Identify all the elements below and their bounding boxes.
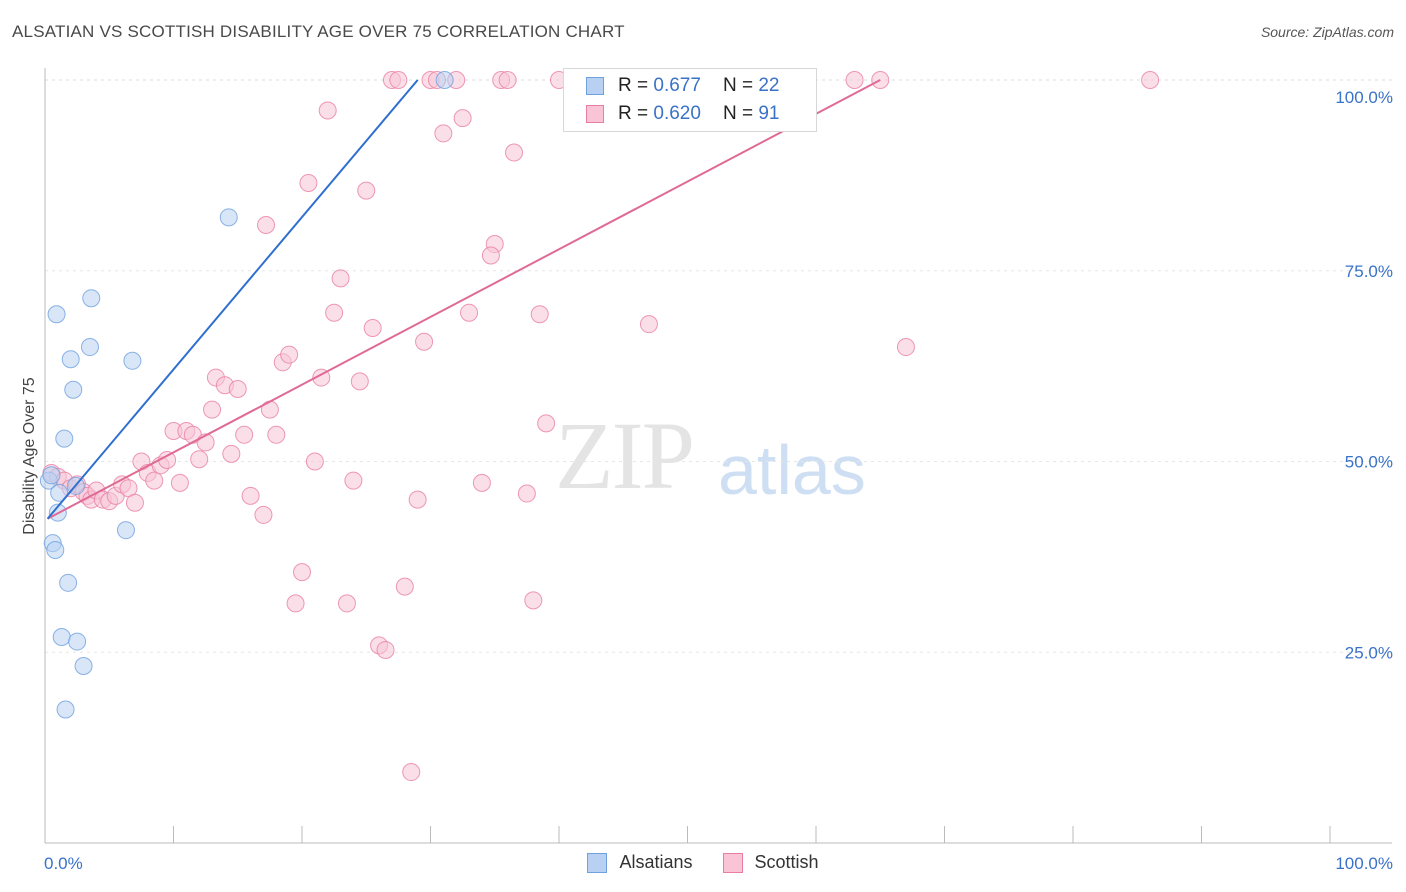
scottish-point	[280, 345, 299, 364]
scottish-swatch	[586, 105, 604, 123]
alsatians-swatch	[587, 852, 608, 873]
scottish-point	[125, 493, 144, 512]
alsatians-point	[74, 656, 93, 675]
series-legend: Alsatians Scottish	[0, 852, 1406, 873]
scottish-point	[896, 338, 915, 357]
scottish-point	[357, 181, 376, 200]
scottish-point	[337, 594, 356, 613]
r-label: R =	[618, 75, 649, 96]
scottish-point	[257, 215, 276, 234]
legend-row-scottish: R = 0.620 N = 91	[586, 102, 779, 126]
n-value: 91	[758, 103, 780, 124]
scottish-point	[286, 594, 305, 613]
alsatians-swatch	[586, 77, 604, 95]
scottish-point	[481, 246, 500, 265]
scottish-point	[190, 450, 209, 469]
watermark-zip: ZIP	[555, 402, 695, 509]
y-tick-label: 50.0%	[1345, 453, 1393, 472]
alsatians-point	[435, 71, 454, 89]
alsatians-point	[47, 305, 66, 324]
alsatians-point	[46, 541, 65, 560]
scottish-point	[344, 471, 363, 490]
legend-row-alsatians: R = 0.677 N = 22	[586, 74, 779, 98]
scottish-point	[408, 490, 427, 509]
scottish-point	[434, 124, 453, 143]
scottish-point	[254, 505, 273, 524]
legend-label: Scottish	[754, 852, 819, 872]
scottish-point	[222, 444, 241, 463]
scottish-point	[498, 71, 517, 89]
alsatians-point	[50, 483, 69, 502]
scottish-point	[170, 473, 189, 492]
scottish-point	[299, 174, 318, 193]
scottish-point	[325, 303, 344, 322]
scottish-point	[639, 315, 658, 334]
scottish-point	[350, 372, 369, 391]
alsatians-point	[219, 208, 238, 227]
alsatians-point	[80, 338, 99, 357]
alsatians-point	[61, 350, 80, 369]
alsatians-point	[42, 466, 61, 485]
scottish-point	[241, 486, 260, 505]
scottish-point	[530, 305, 549, 324]
alsatians-point	[82, 289, 101, 308]
scottish-point	[402, 763, 421, 782]
scottish-point	[517, 484, 536, 503]
scottish-point	[415, 332, 434, 351]
alsatians-trend-line	[46, 79, 419, 520]
alsatians-point	[123, 351, 142, 370]
scottish-point	[267, 425, 286, 444]
scottish-point	[331, 269, 350, 288]
scottish-point	[1141, 71, 1160, 89]
scottish-point	[845, 71, 864, 89]
scottish-point	[505, 143, 524, 162]
x-tick-label: 0.0%	[44, 854, 83, 873]
y-tick-label: 75.0%	[1345, 262, 1393, 281]
y-tick-label: 100.0%	[1335, 88, 1393, 107]
watermark-atlas: atlas	[718, 431, 866, 509]
scottish-point	[395, 577, 414, 596]
x-tick-label: 100.0%	[1335, 854, 1393, 873]
alsatians-point	[64, 380, 83, 399]
scottish-point	[318, 101, 337, 120]
y-tick-label: 25.0%	[1345, 643, 1393, 662]
scottish-point	[235, 425, 254, 444]
alsatians-point	[55, 429, 74, 448]
alsatians-point	[56, 700, 75, 719]
scottish-point	[228, 380, 247, 399]
scottish-point	[145, 471, 164, 490]
scottish-swatch	[722, 852, 743, 873]
source-label: Source: ZipAtlas.com	[1260, 24, 1394, 40]
legend-item-scottish[interactable]: Scottish	[722, 852, 819, 873]
alsatians-point	[59, 573, 78, 592]
n-label: N =	[722, 75, 754, 96]
scottish-trend-line	[47, 79, 881, 520]
r-label: R =	[618, 103, 649, 124]
n-value: 22	[758, 75, 780, 96]
alsatians-point	[68, 632, 87, 651]
scottish-point	[453, 109, 472, 128]
scottish-point	[524, 591, 543, 610]
scottish-point	[376, 640, 395, 659]
alsatians-point	[52, 627, 71, 646]
scottish-point	[472, 473, 491, 492]
scottish-point	[537, 414, 556, 433]
scottish-point	[305, 452, 324, 471]
scottish-point	[203, 400, 222, 419]
r-value: 0.620	[653, 103, 701, 124]
scottish-point	[389, 71, 408, 89]
chart-title: ALSATIAN VS SCOTTISH DISABILITY AGE OVER…	[12, 22, 625, 41]
correlation-legend: R = 0.677 N = 22 R = 0.620 N = 91	[563, 68, 817, 132]
n-label: N =	[722, 103, 754, 124]
scottish-point	[293, 563, 311, 582]
scottish-point	[460, 303, 479, 322]
alsatians-point	[116, 521, 135, 540]
legend-label: Alsatians	[619, 852, 693, 872]
legend-item-alsatians[interactable]: Alsatians	[587, 852, 693, 873]
scottish-point	[363, 318, 382, 337]
r-value: 0.677	[653, 75, 701, 96]
